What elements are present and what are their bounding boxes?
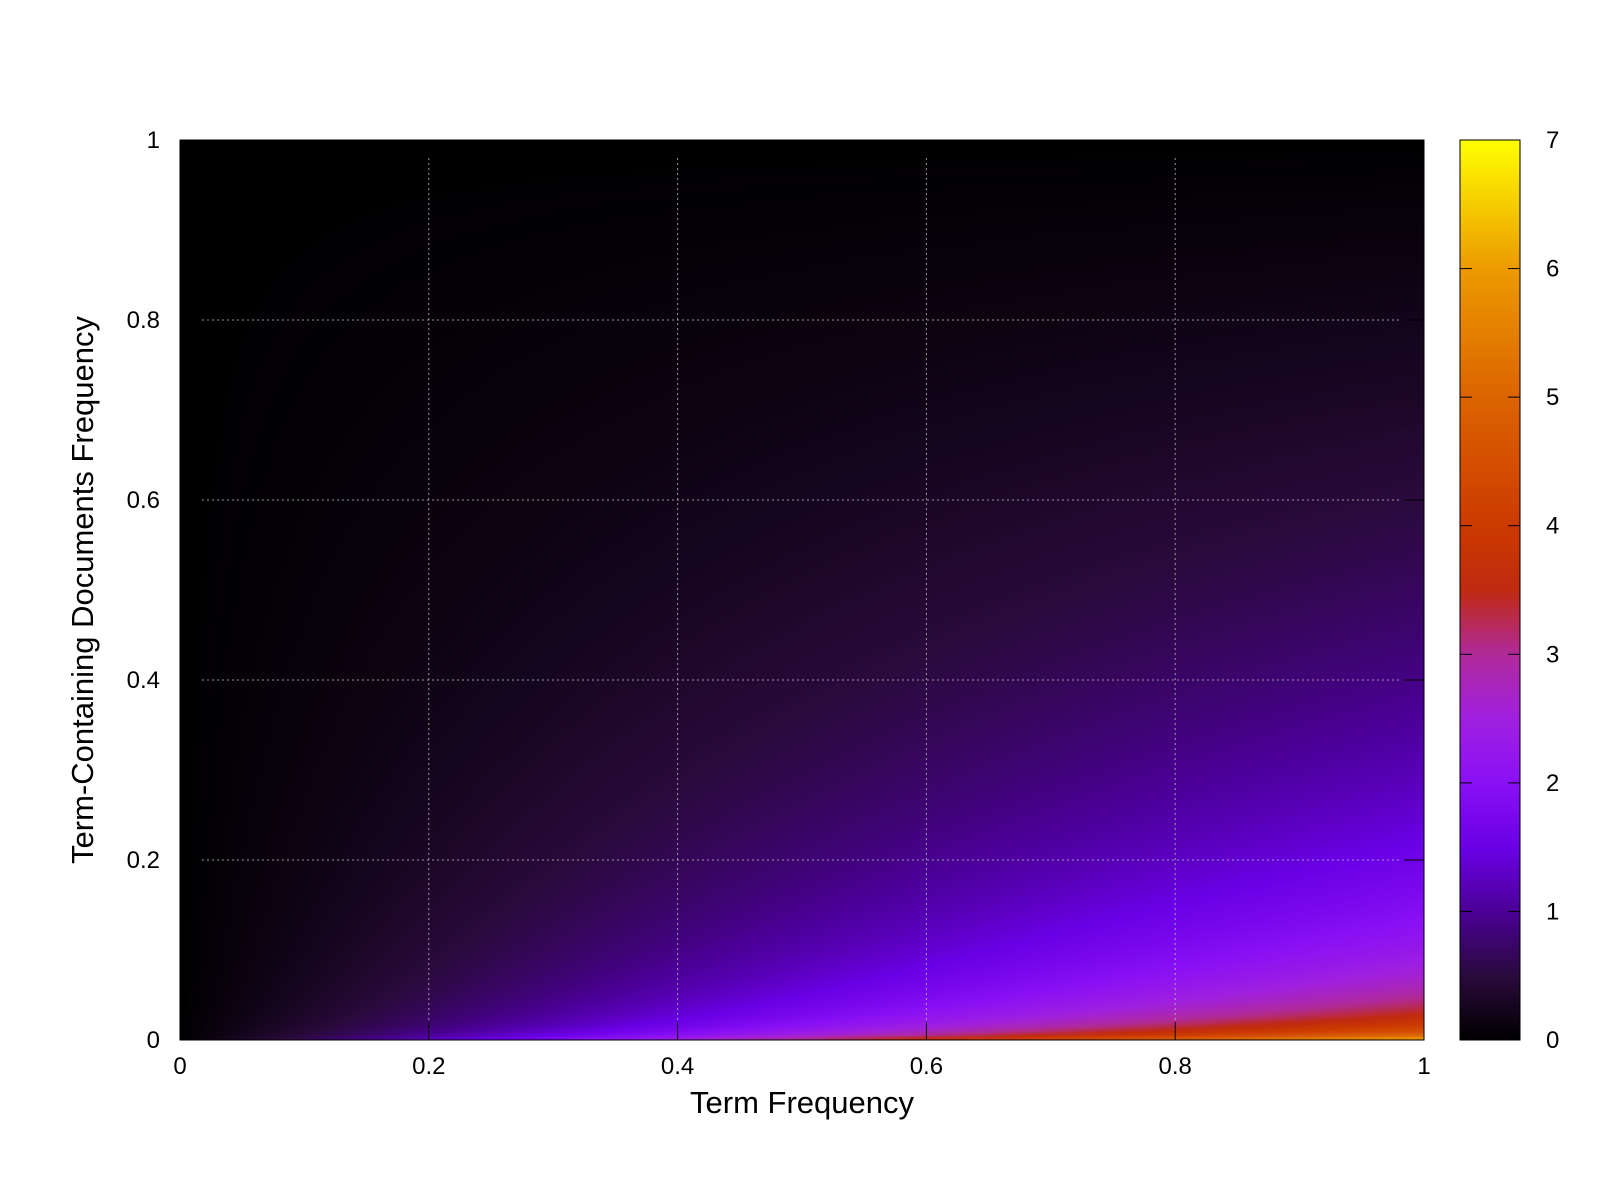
heatmap-image (180, 140, 1424, 1040)
y-tick-label: 0.6 (127, 487, 160, 514)
colorbar (1459, 139, 1521, 1041)
x-tick-label: 0 (173, 1053, 186, 1080)
colorbar-tick-label: 4 (1546, 513, 1559, 540)
colorbar-tick-label: 2 (1546, 770, 1559, 797)
plot-frame (179, 139, 1425, 1041)
colorbar-tick-label: 5 (1546, 384, 1559, 411)
colorbar-tick-label: 6 (1546, 256, 1559, 283)
colorbar-tick-label: 3 (1546, 641, 1559, 668)
x-tick-label: 0.8 (1159, 1053, 1192, 1080)
grid-lines (202, 158, 1402, 1040)
y-tick-label: 1 (147, 127, 160, 154)
x-tick-label: 1 (1417, 1053, 1430, 1080)
x-axis-title: Term Frequency (690, 1085, 914, 1120)
colorbar-ticks: 0 1 2 3 4 5 6 7 (1460, 127, 1559, 1054)
y-tick-label: 0.4 (127, 667, 160, 694)
y-axis-ticks: 0 0.2 0.4 0.6 0.8 1 (127, 127, 1424, 1054)
x-tick-label: 0.4 (661, 1053, 694, 1080)
x-tick-label: 0.2 (412, 1053, 445, 1080)
colorbar-tick-label: 7 (1546, 127, 1559, 154)
x-axis-ticks: 0 0.2 0.4 0.6 0.8 1 (173, 140, 1431, 1080)
colorbar-tick-label: 1 (1546, 898, 1559, 925)
x-tick-label: 0.6 (910, 1053, 943, 1080)
y-axis-title: Term-Containing Documents Frequency (65, 316, 100, 864)
y-tick-label: 0.2 (127, 847, 160, 874)
y-tick-label: 0 (147, 1027, 160, 1054)
y-tick-label: 0.8 (127, 307, 160, 334)
colorbar-tick-label: 0 (1546, 1027, 1559, 1054)
